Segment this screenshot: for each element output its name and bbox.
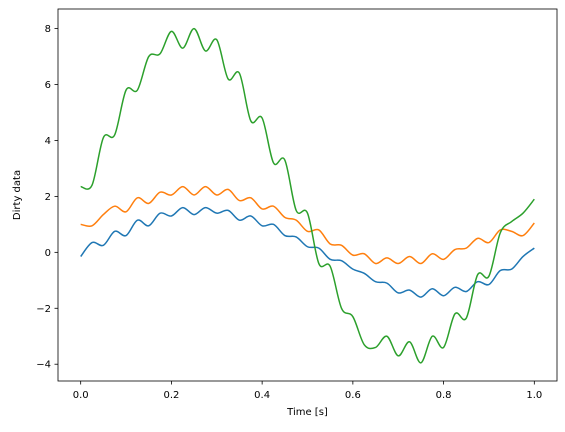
- x-tick-label: 0.0: [73, 390, 89, 401]
- y-tick-label: 8: [45, 24, 51, 35]
- x-axis-label: Time [s]: [286, 407, 328, 418]
- x-tick-label: 1.0: [526, 390, 542, 401]
- y-tick-label: −4: [36, 360, 51, 371]
- y-tick-label: 6: [45, 80, 51, 91]
- y-tick-label: −2: [36, 304, 51, 315]
- x-tick-label: 0.2: [163, 390, 179, 401]
- series-line-2: [80, 185, 535, 265]
- x-tick-label: 0.8: [436, 390, 452, 401]
- x-axis: 0.0 0.2 0.4 0.6 0.8 1.0: [73, 381, 542, 401]
- y-axis-label: Dirty data: [12, 170, 23, 220]
- plot-frame: [57, 8, 558, 382]
- x-tick-label: 0.6: [345, 390, 361, 401]
- y-tick-label: 0: [45, 248, 51, 259]
- series-line-3: [80, 27, 535, 364]
- y-tick-label: 4: [45, 136, 51, 147]
- series-layer: [80, 27, 535, 364]
- y-axis: −4 −2 0 2 4 6 8: [36, 24, 58, 371]
- y-tick-label: 2: [45, 192, 51, 203]
- x-tick-label: 0.4: [254, 390, 270, 401]
- series-line-1: [80, 206, 535, 298]
